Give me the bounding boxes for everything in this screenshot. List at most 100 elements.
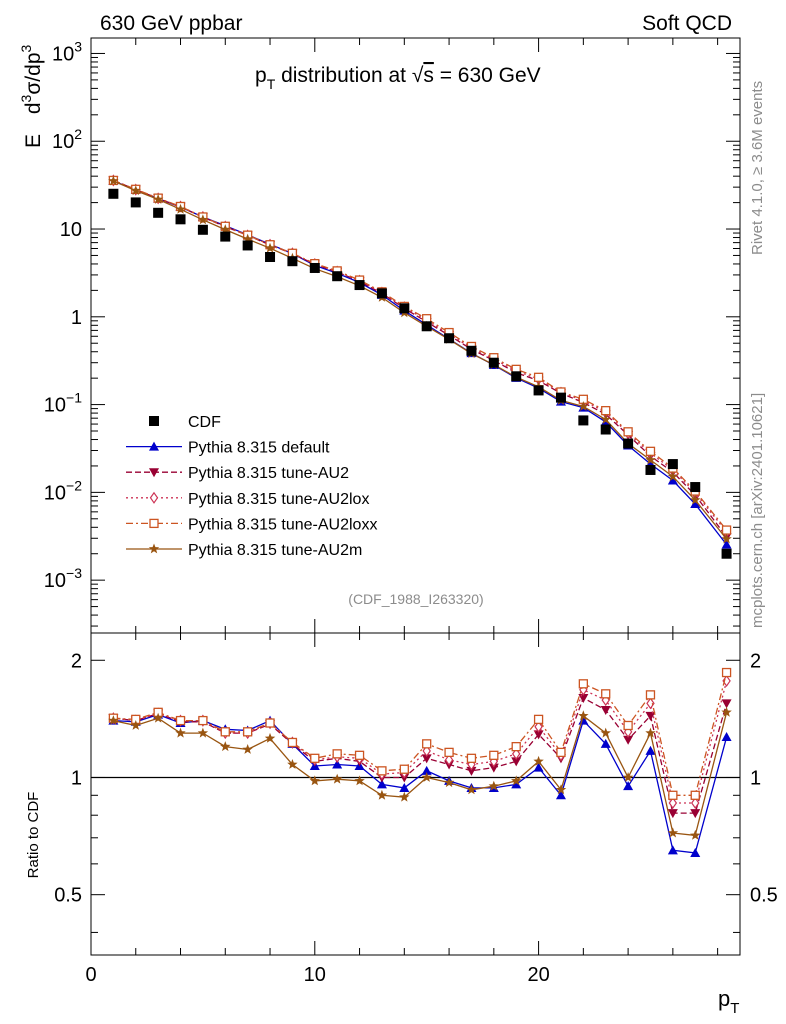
ratio-plot-layer bbox=[91, 667, 740, 857]
ratio-tick-label-right: 0.5 bbox=[750, 885, 778, 907]
marker-star bbox=[511, 775, 522, 786]
rivet-version-label: Rivet 4.1.0, ≥ 3.6M events bbox=[749, 81, 766, 255]
header-right: Soft QCD bbox=[642, 12, 732, 35]
marker-star bbox=[130, 185, 141, 196]
marker-star bbox=[690, 494, 701, 505]
y-tick-label: 10−1 bbox=[44, 390, 82, 417]
ratio-tick-label-right: 2 bbox=[750, 650, 761, 672]
legend-label: CDF bbox=[188, 414, 221, 431]
marker-square bbox=[444, 333, 455, 344]
marker-square-open bbox=[668, 790, 678, 800]
marker-square bbox=[667, 459, 678, 470]
marker-star bbox=[175, 727, 186, 738]
x-axis-label: pT bbox=[718, 986, 739, 1017]
marker-diamond bbox=[444, 753, 454, 766]
legend-label: Pythia 8.315 tune-AU2m bbox=[188, 542, 362, 559]
marker-square bbox=[220, 231, 231, 242]
data-points bbox=[108, 188, 732, 559]
marker-triangle-up bbox=[533, 762, 544, 772]
legend-label: Pythia 8.315 tune-AU2lox bbox=[188, 491, 369, 508]
marker-star bbox=[645, 727, 656, 738]
marker-square-open bbox=[533, 372, 544, 382]
marker-star bbox=[242, 744, 253, 754]
marker-square bbox=[645, 464, 656, 475]
marker-square-open bbox=[354, 750, 365, 760]
series-line bbox=[113, 179, 728, 531]
marker-triangle-up bbox=[667, 845, 678, 855]
axes-layer bbox=[90, 37, 741, 956]
marker-triangle-up bbox=[421, 765, 432, 775]
marker-star bbox=[399, 791, 410, 802]
marker-square bbox=[108, 188, 119, 199]
marker-square bbox=[533, 385, 544, 396]
marker-star bbox=[220, 224, 231, 235]
marker-star bbox=[721, 533, 732, 544]
marker-star bbox=[376, 789, 388, 800]
marker-triangle-up bbox=[690, 847, 701, 857]
legend-label: Pythia 8.315 tune-AU2 bbox=[188, 465, 349, 482]
marker-star bbox=[488, 780, 500, 791]
marker-star bbox=[331, 773, 343, 784]
marker-star bbox=[578, 401, 589, 411]
y-label-sigma: σ/dp bbox=[22, 53, 45, 95]
marker-star bbox=[175, 203, 186, 214]
marker-triangle-up bbox=[721, 732, 732, 742]
marker-square bbox=[511, 371, 522, 382]
marker-star bbox=[108, 715, 119, 725]
y-label-sup1: 3 bbox=[18, 94, 34, 102]
marker-square-open bbox=[578, 679, 588, 689]
marker-square-open bbox=[243, 727, 253, 737]
legend-entry-0: CDF bbox=[149, 414, 221, 431]
marker-square-open bbox=[149, 518, 159, 529]
marker-square-open bbox=[220, 727, 230, 737]
marker-star bbox=[600, 414, 611, 424]
marker-square bbox=[309, 262, 320, 273]
ratio-tick-label-left: 0.5 bbox=[54, 885, 82, 907]
marker-triangle-down bbox=[721, 699, 732, 709]
marker-square bbox=[578, 415, 589, 426]
marker-triangle-down bbox=[511, 757, 522, 767]
marker-diamond bbox=[691, 796, 700, 810]
x-tick-label: 10 bbox=[304, 964, 326, 986]
series-line bbox=[113, 179, 728, 533]
marker-star bbox=[690, 829, 701, 840]
marker-triangle-up bbox=[645, 745, 656, 755]
marker-star bbox=[108, 175, 119, 186]
marker-star bbox=[242, 233, 253, 244]
marker-triangle-up bbox=[555, 790, 566, 800]
marker-triangle-up bbox=[332, 759, 343, 769]
marker-triangle-down bbox=[690, 809, 701, 819]
marker-triangle-down bbox=[623, 735, 634, 745]
marker-triangle-down bbox=[533, 730, 544, 740]
marker-square-open bbox=[623, 720, 633, 731]
marker-star bbox=[197, 727, 209, 738]
marker-triangle-up bbox=[690, 499, 701, 509]
analysis-id: (CDF_1988_I263320) bbox=[348, 591, 483, 607]
marker-star bbox=[555, 784, 567, 795]
marker-square bbox=[623, 438, 634, 449]
legend-entry-4: Pythia 8.315 tune-AU2loxx bbox=[126, 516, 377, 533]
marker-star bbox=[264, 242, 276, 253]
marker-triangle-down bbox=[667, 809, 678, 819]
ratio-tick-label-right: 1 bbox=[750, 767, 761, 789]
marker-triangle-down bbox=[466, 766, 477, 776]
marker-square-open bbox=[623, 427, 633, 437]
y-label-e: E bbox=[22, 134, 45, 148]
marker-square bbox=[399, 303, 410, 314]
marker-square-open bbox=[175, 715, 186, 726]
marker-star bbox=[309, 775, 320, 786]
marker-square-open bbox=[601, 406, 611, 416]
marker-square bbox=[242, 240, 253, 251]
marker-square bbox=[488, 357, 499, 368]
marker-square-open bbox=[310, 753, 320, 763]
main-plot-layer bbox=[108, 174, 732, 559]
header-left: 630 GeV ppbar bbox=[100, 12, 242, 35]
y-tick-label: 10−2 bbox=[44, 477, 82, 504]
marker-square-open bbox=[466, 753, 477, 763]
marker-triangle-up bbox=[721, 539, 732, 549]
y-axis-label: E d3σ/dp3 bbox=[18, 45, 45, 149]
ratio-axis-label: Ratio to CDF bbox=[25, 792, 42, 879]
legend-entry-5: Pythia 8.315 tune-AU2m bbox=[126, 542, 362, 559]
marker-square bbox=[149, 416, 159, 426]
legend-label: Pythia 8.315 tune-AU2loxx bbox=[188, 516, 377, 533]
